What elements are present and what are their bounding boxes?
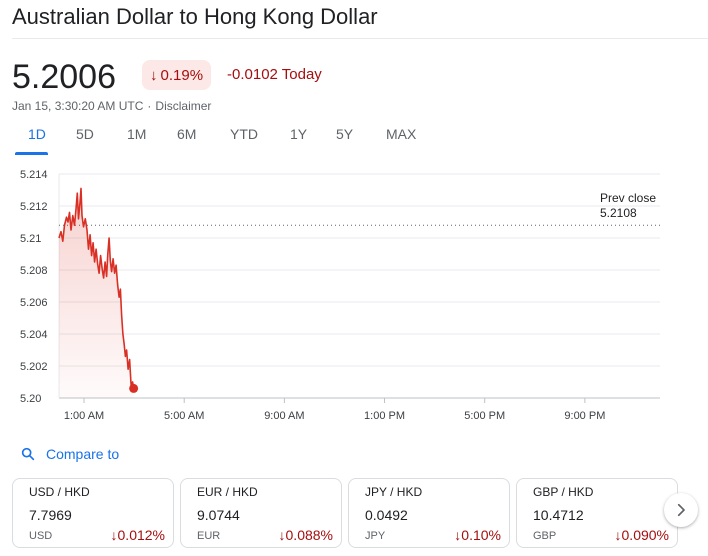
- separator: ·: [147, 99, 152, 113]
- card-change-value: 0.088%: [285, 527, 333, 543]
- y-tick-label: 5.208: [20, 265, 48, 277]
- prev-close-label: Prev close: [600, 191, 656, 205]
- card-change-value: 0.090%: [621, 527, 669, 543]
- y-tick-label: 5.20: [20, 393, 41, 405]
- percent-change-value: 0.19%: [160, 66, 204, 84]
- search-icon: [21, 447, 35, 461]
- disclaimer-link[interactable]: Disclaimer: [155, 99, 212, 113]
- card-pair: EUR / HKD: [197, 485, 258, 499]
- series-line: [58, 187, 135, 389]
- tab-6m[interactable]: 6M: [177, 126, 197, 142]
- y-tick-label: 5.214: [20, 169, 48, 181]
- x-tick-label: 9:00 PM: [564, 410, 605, 422]
- card-change: ↓0.10%: [454, 527, 501, 543]
- arrow-down-icon: ↓: [110, 527, 118, 543]
- card-pair: GBP / HKD: [533, 485, 594, 499]
- compare-card-eur-hkd[interactable]: EUR / HKD 9.0744 EUR ↓0.088%: [180, 478, 342, 548]
- compare-card-usd-hkd[interactable]: USD / HKD 7.7969 USD ↓0.012%: [12, 478, 174, 548]
- chevron-right-icon: [677, 503, 685, 517]
- tab-1y[interactable]: 1Y: [290, 126, 308, 142]
- series-area: [59, 188, 134, 398]
- card-change-value: 0.012%: [117, 527, 165, 543]
- card-currency: USD: [29, 530, 53, 542]
- card-value: 9.0744: [197, 507, 240, 523]
- card-change-value: 0.10%: [461, 527, 501, 543]
- arrow-down-icon: ↓: [278, 527, 286, 543]
- x-tick-label: 5:00 AM: [164, 410, 204, 422]
- absolute-change: -0.0102 Today: [227, 66, 322, 83]
- tab-1d[interactable]: 1D: [28, 126, 46, 142]
- x-tick-label: 9:00 AM: [264, 410, 304, 422]
- card-change: ↓0.090%: [615, 527, 669, 543]
- x-tick-label: 5:00 PM: [464, 410, 505, 422]
- y-tick-label: 5.202: [20, 361, 48, 373]
- header-divider: [12, 38, 708, 39]
- card-currency: EUR: [197, 530, 221, 542]
- y-tick-label: 5.212: [20, 201, 48, 213]
- card-value: 0.0492: [365, 507, 408, 523]
- card-pair: USD / HKD: [29, 485, 90, 499]
- y-tick-label: 5.204: [20, 329, 48, 341]
- percent-change-badge: ↓ 0.19%: [142, 60, 212, 90]
- timestamp-line: Jan 15, 3:30:20 AM UTC · Disclaimer: [12, 99, 211, 113]
- compare-card-jpy-hkd[interactable]: JPY / HKD 0.0492 JPY ↓0.10%: [348, 478, 510, 548]
- arrow-down-icon: ↓: [150, 66, 158, 84]
- tab-5y[interactable]: 5Y: [336, 126, 354, 142]
- arrow-down-icon: ↓: [454, 527, 462, 543]
- x-tick-label: 1:00 AM: [64, 410, 104, 422]
- card-change: ↓0.088%: [279, 527, 333, 543]
- card-currency: GBP: [533, 530, 557, 542]
- tab-5d[interactable]: 5D: [76, 126, 94, 142]
- active-tab-indicator: [15, 152, 48, 155]
- page-title: Australian Dollar to Hong Kong Dollar: [12, 4, 378, 29]
- current-price: 5.2006: [12, 58, 116, 96]
- x-tick-label: 1:00 PM: [364, 410, 405, 422]
- card-pair: JPY / HKD: [365, 485, 423, 499]
- card-value: 7.7969: [29, 507, 72, 523]
- card-change: ↓0.012%: [111, 527, 165, 543]
- card-value: 10.4712: [533, 507, 584, 523]
- y-tick-label: 5.206: [20, 297, 48, 309]
- compare-card-gbp-hkd[interactable]: GBP / HKD 10.4712 GBP ↓0.090%: [516, 478, 678, 548]
- prev-close-value: 5.2108: [600, 206, 637, 220]
- tab-ytd[interactable]: YTD: [230, 126, 258, 142]
- card-currency: JPY: [365, 530, 386, 542]
- timestamp: Jan 15, 3:30:20 AM UTC: [12, 99, 144, 113]
- arrow-down-icon: ↓: [614, 527, 622, 543]
- price-chart[interactable]: 5.214 5.212 5.21 5.208 5.206 5.204 5.202 5.20 1:…: [0, 160, 708, 430]
- compare-to-button[interactable]: Compare to: [20, 446, 119, 462]
- compare-to-label: Compare to: [46, 446, 120, 462]
- tab-max[interactable]: MAX: [386, 126, 417, 142]
- next-cards-button[interactable]: [664, 493, 698, 527]
- current-point-marker: [129, 383, 139, 393]
- tab-1m[interactable]: 1M: [127, 126, 147, 142]
- y-tick-label: 5.21: [20, 233, 41, 245]
